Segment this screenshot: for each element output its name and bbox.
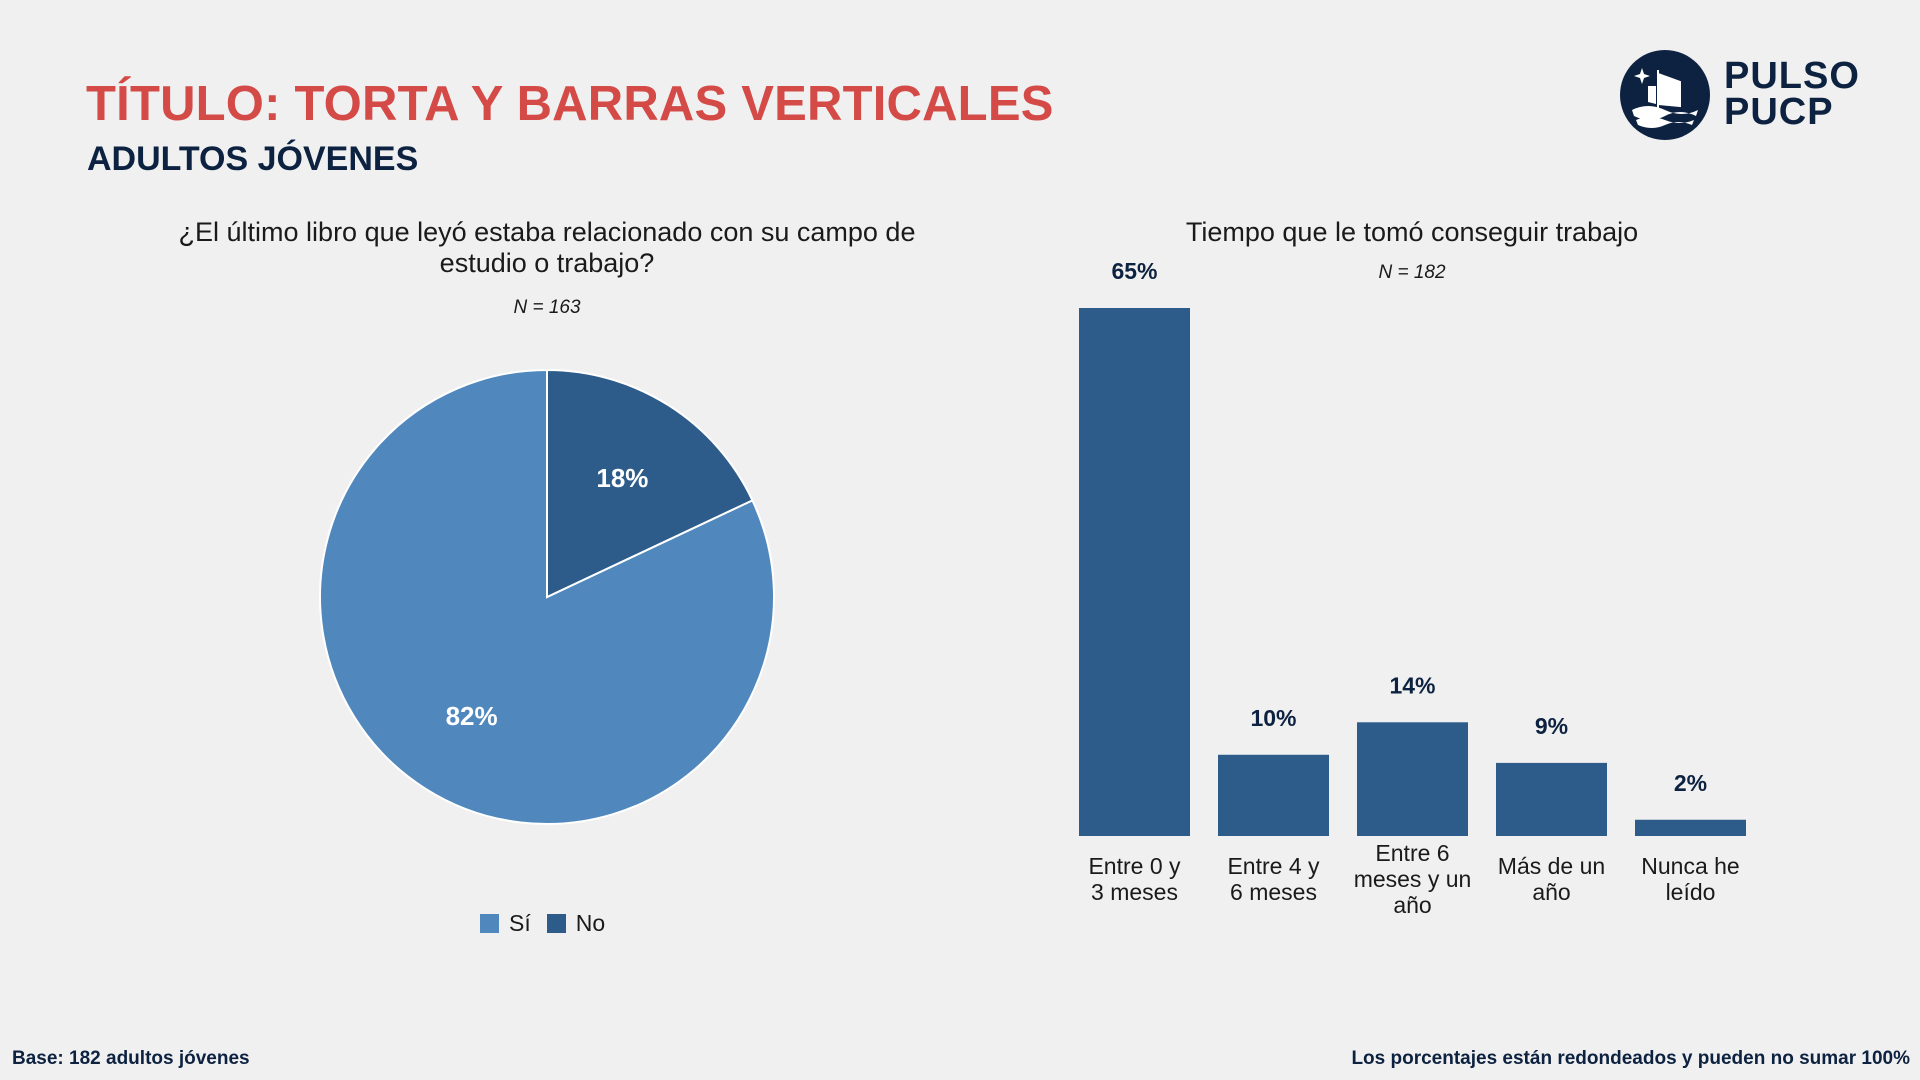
bar-value-label-1: 10% [1250,705,1296,731]
legend-label-no: No [575,910,606,936]
pie-chart: 82% 18% [319,368,775,825]
legend-item-no: No [546,910,606,937]
bar-value-label-4: 2% [1674,770,1707,796]
logo-line-1: PULSO [1724,55,1860,97]
footer-note: Los porcentajes están redondeados y pued… [1351,1048,1910,1069]
pie-label-no: 18% [596,463,648,493]
pie-title-line-1: ¿El último libro que leyó estaba relacio… [178,217,916,247]
logo-wordmark: PULSO PUCP [1724,55,1860,133]
page-title: TÍTULO: TORTA Y BARRAS VERTICALES [86,77,1054,131]
bar-3 [1496,762,1607,836]
pie-slice-no [546,368,754,599]
bar-1 [1218,754,1329,836]
bar-n-label: N = 182 [1378,262,1446,283]
pie-slice-si [319,368,775,825]
pie-title-line-2: estudio o trabajo? [439,248,655,278]
pie-chart-title: ¿El último libro que leyó estaba relacio… [147,217,947,279]
bar-value-label-0: 65% [1111,258,1157,284]
logo-line-2: PUCP [1724,91,1834,133]
pie-label-si: 82% [446,701,498,731]
bar-value-label-2: 14% [1389,672,1435,698]
bar-chart-title: Tiempo que le tomó conseguir trabajo [1185,217,1639,247]
bar-category-label-2: Entre 6 meses y un año [1354,840,1472,918]
legend-label-si: Sí [509,910,531,936]
bar-value-label-3: 9% [1535,713,1568,739]
bar-2 [1357,722,1468,836]
legend-swatch-no [546,914,566,933]
ship-emblem-icon [1620,50,1710,140]
bar-0 [1079,308,1190,836]
footer-base: Base: 182 adultos jóvenes [12,1048,250,1069]
legend-swatch-si [480,914,499,933]
pie-n-label: N = 163 [513,297,581,318]
pulso-pucp-logo: PULSO PUCP [1618,48,1868,142]
bar-category-label-3: Más de un año [1498,853,1605,905]
bar-4 [1635,819,1746,836]
bar-category-label-4: Nunca he leído [1641,853,1739,905]
pie-legend: Sí No [480,910,621,937]
page-subtitle: ADULTOS JÓVENES [87,140,419,178]
legend-item-si: Sí [480,910,531,937]
